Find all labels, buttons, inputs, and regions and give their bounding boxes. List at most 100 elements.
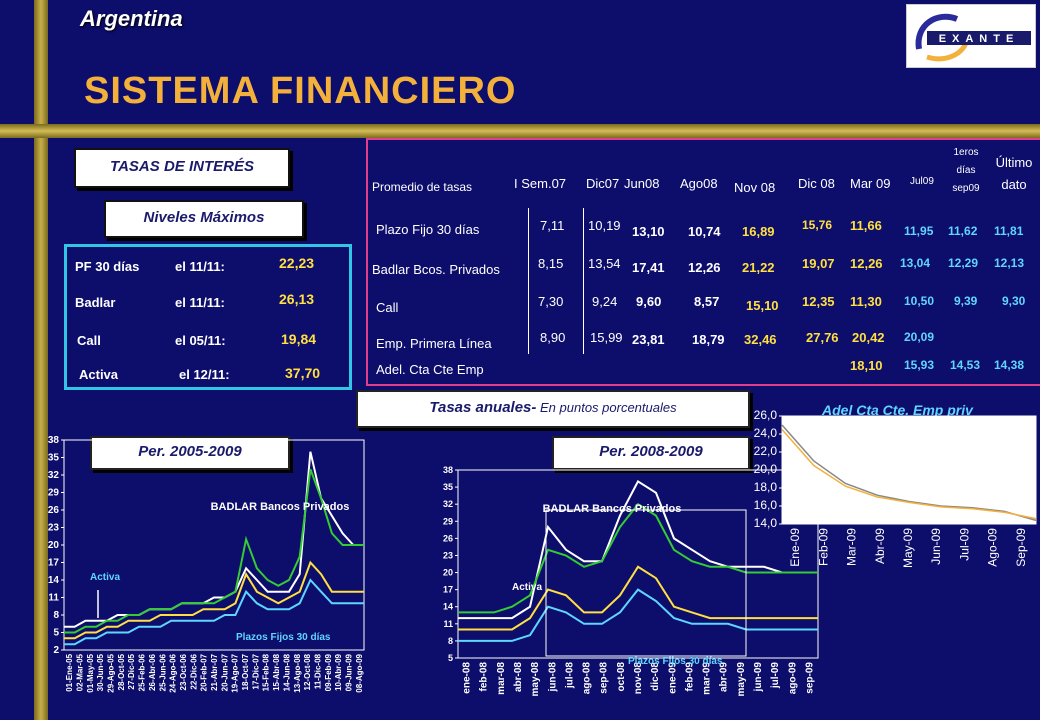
maximos-panel: PF 30 días el 11/11: 22,23 Badlar el 11/… [64,244,352,390]
x-tick-label: 30-Jun-05 [96,653,105,691]
x-tick-label: Mar-09 [845,528,859,566]
cell: 10,50 [904,294,935,308]
cell: 12,29 [948,256,979,270]
row-label: Emp. Primera Línea [376,336,492,351]
cell: 12,35 [802,294,835,309]
y-tick-label: 32 [48,470,60,481]
x-tick-label: Jun-09 [929,528,943,565]
series-line [458,588,818,642]
col-header: Nov 08 [734,180,776,195]
x-tick-label: 28-Oct-05 [117,653,126,690]
chart-2005-2009: 38 35 32 29 26 23 20 17 14 11 8 5 2 01-Ene-05 02-Mar-0… [48,435,365,693]
x-tick-label: 01-May-05 [86,653,95,692]
max-value: 19,84 [281,331,317,347]
series-line [64,578,364,646]
annotation-badlar: BADLAR Bancos Privados [211,501,350,513]
cell: 15,76 [802,218,833,232]
cell: 19,07 [802,256,835,271]
cell: 12,13 [994,256,1025,270]
cell: 32,46 [744,332,777,347]
annotation-plazos: Plazos Fijos 30 días [628,656,723,667]
x-tick-label: 24-Ago-06 [169,653,178,692]
x-tick-label: oct-08 [616,662,627,692]
x-tick-label: 25-Jun-06 [158,653,167,691]
row-label: Badlar Bcos. Privados [372,262,500,277]
x-tick-label: 01-Ene-05 [65,653,74,691]
x-tick-label: sep-09 [804,662,815,694]
x-tick-label: 25-Feb-06 [138,653,147,691]
col-header: Ago08 [680,176,718,191]
y-tick-label: 26 [48,505,60,516]
cell: 9,24 [592,294,618,309]
x-tick-label: Abr-09 [873,528,887,564]
gold-vertical-bar [34,0,48,720]
col-header: Último dato [995,155,1033,192]
x-tick-label: mar-08 [496,662,507,695]
anual-sub: En puntos porcentuales [536,400,677,415]
max-date: el 05/11: [175,333,226,348]
y-tick-label: 17 [48,558,60,569]
cell: 23,81 [632,332,665,347]
x-tick-label: 15-Feb-08 [262,653,271,691]
x-tick-label: feb-08 [479,662,490,692]
y-tick-label: 23 [48,523,60,534]
x-tick-label: 09-Feb-09 [324,653,333,691]
max-date: el 12/11: [179,367,230,382]
cell: 14,53 [950,358,981,372]
x-tick-label: 23-Oct-06 [179,653,188,690]
cell: 11,95 [904,224,934,238]
y-tick-label: 20 [48,540,60,551]
series-line [458,502,818,614]
col-header: Dic 08 [798,176,835,191]
x-tick-label: jun-08 [547,662,558,693]
cell: 8,57 [694,294,720,309]
chart-2008-2009: 38 35 32 29 26 23 20 17 14 11 8 5 ene-08 feb-08 mar-08… [443,466,819,697]
y-tick-label: 38 [48,435,60,446]
col-header: 1eros días sep09 [952,147,980,194]
x-tick-label: jun-09 [753,662,764,693]
niveles-label: Niveles Máximos [104,200,304,238]
x-tick-label: 17-Dic-07 [251,653,260,689]
x-tick-label: abr-08 [513,662,524,692]
cell: 7,11 [540,218,565,233]
x-tick-label: May-09 [901,528,915,568]
y-tick-label: 14 [48,575,60,586]
tasas-label: TASAS DE INTERÉS [74,148,290,188]
col-header: Jun08 [624,176,660,191]
annotation-plazos: Plazos Fijos 30 días [236,632,331,643]
y-tick-label: 32 [443,499,453,509]
x-tick-label: may-08 [530,662,541,697]
x-tick-label: may-09 [736,662,747,697]
x-tick-label: 18-Oct-07 [241,653,250,690]
x-tick-label: 12-Oct-08 [303,653,312,690]
cell: 11,66 [850,218,882,233]
cell: 11,62 [948,224,978,238]
x-tick-label: 13-Ago-08 [293,653,302,692]
x-tick-label: sep-08 [599,662,610,694]
cell: 8,15 [538,256,564,271]
exante-logo: EXANTE [906,4,1036,68]
x-tick-label: 26-Abr-06 [148,653,157,690]
cell: 9,30 [1002,294,1026,308]
y-tick-label: 8 [53,610,59,621]
x-tick-label: ene-08 [462,662,473,694]
max-value: 26,13 [279,291,315,307]
y-tick-label: 29 [443,516,453,526]
adel-chart-title: Adel Cta Cte. Emp priv [822,402,973,418]
highlight-box [545,509,747,657]
x-tick-label: ago-09 [787,662,798,695]
col-header: Jul09 [910,176,934,187]
y-tick-label: 5 [448,653,453,663]
annotation-activa: Activa [90,572,120,583]
logo-graphic: EXANTE [915,13,1031,62]
max-value: 22,23 [279,255,315,271]
annotation-activa: Activa [512,582,542,593]
annotation-badlar: BADLAR Bancos Privados [543,503,682,515]
x-tick-label: 09-Jun-09 [344,653,353,691]
cell: 13,54 [588,256,621,271]
x-tick-label: 22-Dic-06 [189,653,198,689]
cell: 7,30 [538,294,564,309]
x-tick-label: Feb-09 [816,528,830,566]
y-tick-label: 23 [443,550,453,560]
x-tick-label: mar-09 [702,662,713,695]
